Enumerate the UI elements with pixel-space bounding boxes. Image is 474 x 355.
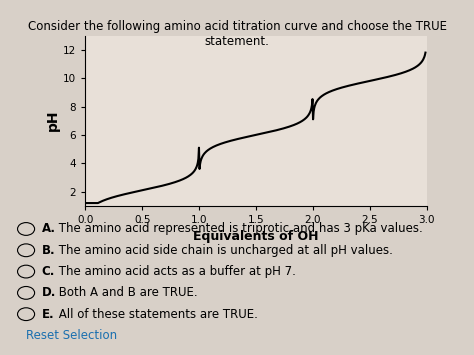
Text: Reset Selection: Reset Selection (26, 329, 117, 342)
Text: The amino acid acts as a buffer at pH 7.: The amino acid acts as a buffer at pH 7. (55, 265, 296, 278)
Text: A.: A. (42, 223, 56, 235)
Text: D.: D. (42, 286, 56, 299)
Text: The amino acid represented is triprotic and has 3 pKa values.: The amino acid represented is triprotic … (55, 223, 423, 235)
Text: E.: E. (42, 308, 55, 321)
Y-axis label: pH: pH (46, 110, 60, 131)
Text: The amino acid side chain is uncharged at all pH values.: The amino acid side chain is uncharged a… (55, 244, 393, 257)
Text: Both A and B are TRUE.: Both A and B are TRUE. (55, 286, 198, 299)
Text: C.: C. (42, 265, 55, 278)
X-axis label: Equivalents of OH: Equivalents of OH (193, 230, 319, 244)
Text: B.: B. (42, 244, 55, 257)
Text: Consider the following amino acid titration curve and choose the TRUE statement.: Consider the following amino acid titrat… (27, 20, 447, 48)
Text: All of these statements are TRUE.: All of these statements are TRUE. (55, 308, 258, 321)
